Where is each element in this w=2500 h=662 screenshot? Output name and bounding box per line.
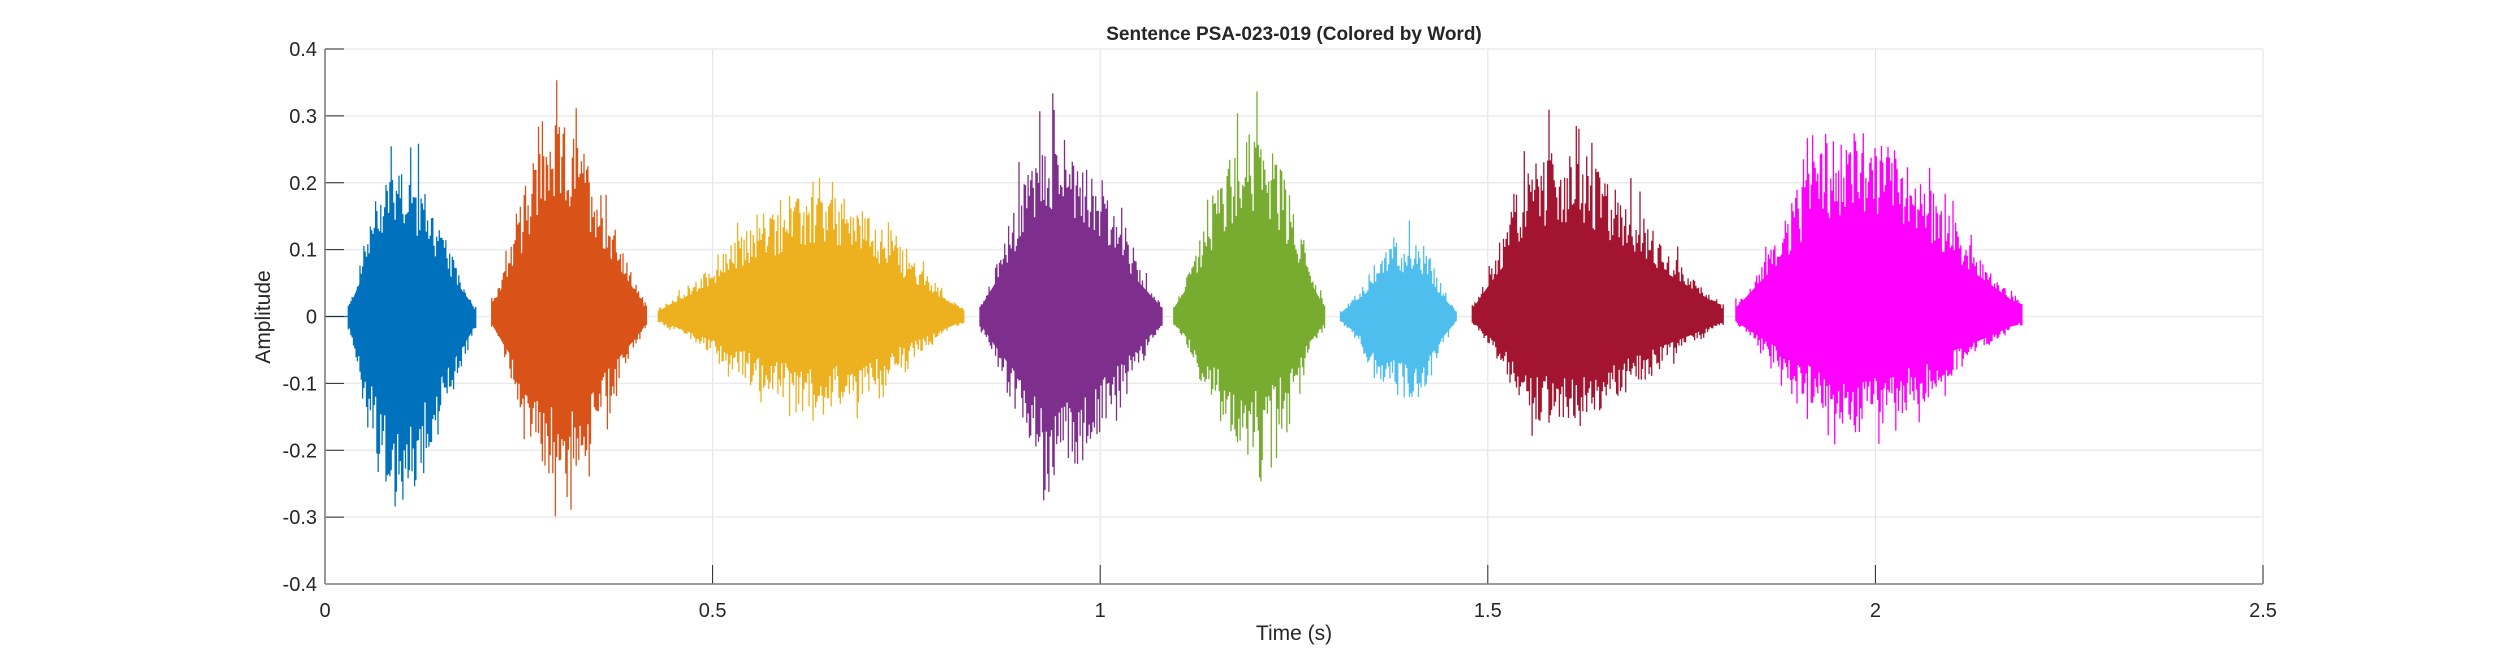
y-tick-label: -0.2 bbox=[283, 440, 317, 462]
waveform-word-1 bbox=[325, 143, 477, 507]
waveform-word-3 bbox=[657, 177, 965, 421]
x-tick-label: 0 bbox=[319, 600, 330, 622]
waveform-word-7 bbox=[1471, 109, 1724, 436]
waveform-word-6 bbox=[1339, 220, 1457, 398]
x-tick-label: 0.5 bbox=[699, 600, 727, 622]
grid bbox=[324, 48, 2264, 585]
y-tick-label: 0.1 bbox=[289, 240, 317, 262]
y-tick-label: 0.3 bbox=[289, 106, 317, 128]
waveform-word-8 bbox=[1735, 133, 2023, 445]
y-tick-label: -0.3 bbox=[283, 507, 317, 529]
x-tick-label: 1.5 bbox=[1474, 600, 1502, 622]
axes: 0 0.5 1 1.5 2 2.5 -0.4 -0.3 -0.2 -0.1 0 0.1 0.2 0.3 0.… bbox=[283, 39, 2277, 622]
x-tick-label: 2.5 bbox=[2249, 600, 2277, 622]
waveform-word-5 bbox=[1173, 91, 1326, 482]
x-tick-label: 1 bbox=[1095, 600, 1106, 622]
waveform-series bbox=[325, 80, 2023, 517]
y-axis-label: Amplitude bbox=[252, 270, 275, 363]
y-tick-label: -0.1 bbox=[283, 373, 317, 395]
y-tick-label: -0.4 bbox=[283, 574, 317, 596]
chart-title: Sentence PSA-023-019 (Colored by Word) bbox=[1106, 24, 1482, 45]
y-tick-label: 0.4 bbox=[289, 39, 317, 61]
x-tick-label: 2 bbox=[1870, 600, 1881, 622]
waveform-word-4 bbox=[979, 93, 1163, 501]
y-tick-label: 0 bbox=[306, 307, 317, 329]
waveform-word-2 bbox=[491, 80, 648, 517]
x-axis-label: Time (s) bbox=[1256, 622, 1332, 645]
y-tick-label: 0.2 bbox=[289, 173, 317, 195]
